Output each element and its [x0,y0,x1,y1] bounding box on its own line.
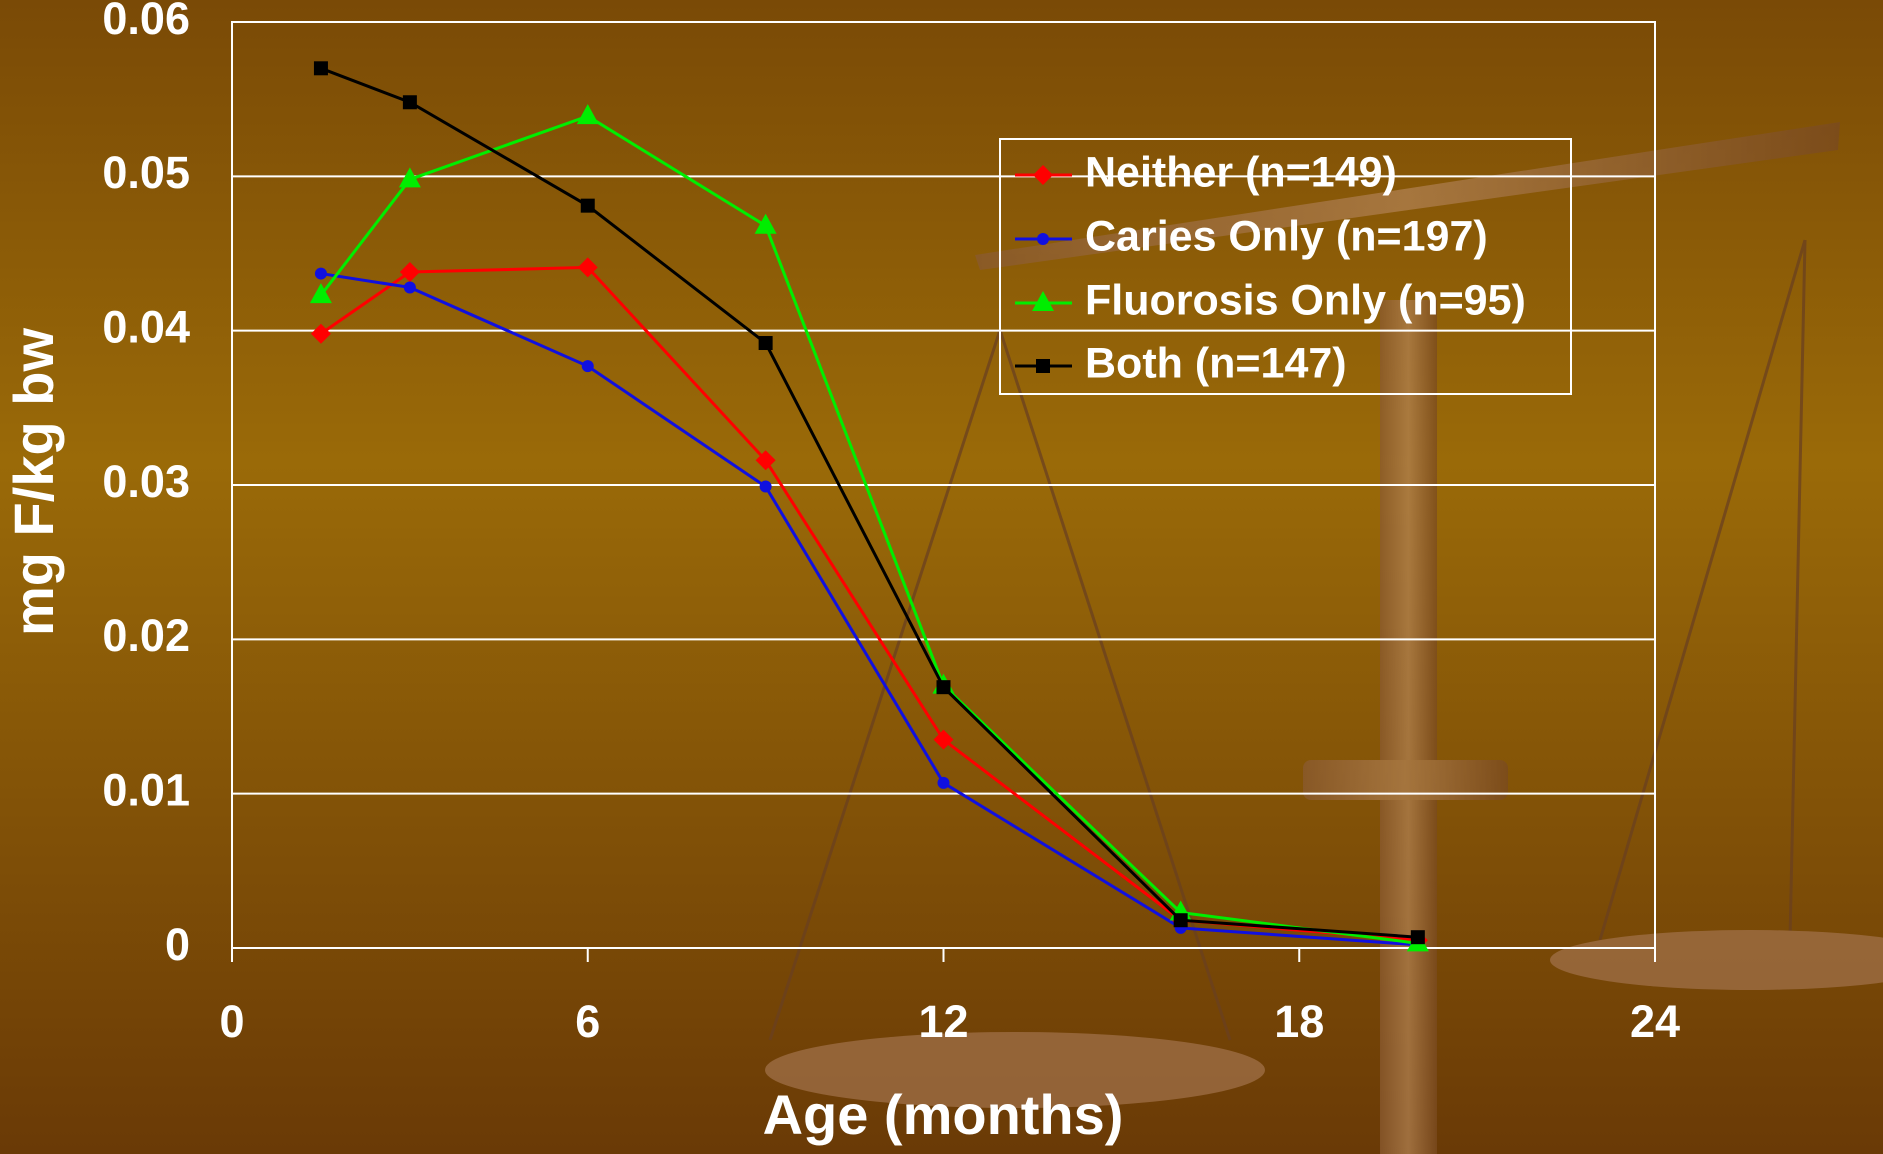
y-tick-label: 0.05 [102,147,190,198]
y-tick-label: 0 [165,919,190,970]
x-tick-label: 0 [219,996,244,1047]
marker [937,680,951,694]
y-tick-label: 0.02 [102,610,190,661]
marker [938,777,950,789]
marker [404,281,416,293]
y-tick-label: 0.03 [102,456,190,507]
chart: Age (months) mg F/kg bw 0 0.01 0.02 0.03 0.0… [0,0,1883,1154]
x-tick-label: 18 [1274,996,1324,1047]
legend-label: Caries Only (n=197) [1085,212,1488,260]
marker [314,61,328,75]
marker [582,360,594,372]
legend-marker [1037,233,1049,245]
x-tick-label: 12 [918,996,968,1047]
y-axis-title: mg F/kg bw [2,328,65,636]
marker [403,95,417,109]
y-tick-label: 0.06 [102,0,190,44]
marker [1174,913,1188,927]
marker [581,199,595,213]
x-axis-title: Age (months) [763,1083,1124,1146]
marker [315,268,327,280]
marker [1411,930,1425,944]
legend-label: Fluorosis Only (n=95) [1085,276,1526,324]
marker [760,481,772,493]
x-tick-label: 24 [1630,996,1680,1047]
y-tick-label: 0.04 [102,302,190,353]
scale-post [1380,300,1437,1154]
legend-marker [1036,359,1050,373]
legend-label: Neither (n=149) [1085,148,1397,196]
marker [759,336,773,350]
y-tick-label: 0.01 [102,765,190,816]
legend-label: Both (n=147) [1085,339,1347,387]
x-tick-label: 6 [575,996,600,1047]
